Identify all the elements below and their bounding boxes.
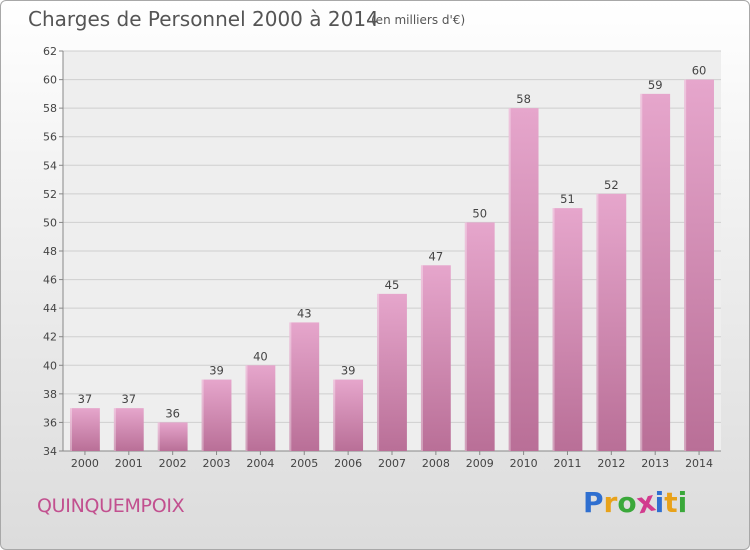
x-tick-label: 2005 [290,457,318,470]
bar [245,365,276,451]
x-tick-label: 2003 [203,457,231,470]
bar [420,265,451,451]
commune-name: QUINQUEMPOIX [37,495,185,517]
data-label: 36 [165,406,180,420]
bar [508,108,539,452]
data-label: 51 [560,192,575,206]
bar [201,379,232,451]
data-label: 59 [648,78,663,92]
bar-highlight [245,365,248,451]
bar-highlight [464,222,467,451]
y-tick-label: 36 [43,416,57,429]
bar [113,408,144,451]
bar-highlight [640,93,643,451]
bar-highlight [70,408,73,451]
data-label: 40 [253,349,268,363]
x-tick-label: 2012 [597,457,625,470]
x-tick-label: 2010 [510,457,538,470]
bar-highlight [420,265,423,451]
bar [552,208,583,451]
logo-letter: i [677,486,688,519]
logo-letter: P [583,486,604,519]
x-tick-label: 2000 [71,457,99,470]
x-tick-label: 2013 [641,457,669,470]
bar [640,93,671,451]
bar [333,379,364,451]
bar-highlight [333,379,336,451]
logo-letter: o [617,486,637,519]
chart-title: Charges de Personnel 2000 à 2014 [28,7,379,31]
x-tick-label: 2014 [685,457,713,470]
x-tick-label: 2007 [378,457,406,470]
x-tick-label: 2001 [115,457,143,470]
x-tick-label: 2011 [553,457,581,470]
bar-highlight [157,422,160,451]
y-tick-label: 34 [43,445,57,458]
y-tick-label: 38 [43,388,57,401]
proxiti-logo[interactable]: Proxiti [583,484,688,520]
chart-subtitle: (en milliers d'€) [371,13,466,27]
y-tick-label: 42 [43,331,57,344]
bar [684,79,714,452]
bar-highlight [377,293,380,451]
bar-highlight [289,322,292,451]
y-tick-label: 62 [43,45,57,58]
x-tick-label: 2002 [159,457,187,470]
bar-highlight [201,379,204,451]
bar [70,408,100,451]
x-tick-label: 2009 [466,457,494,470]
y-tick-label: 52 [43,188,57,201]
bar-highlight [684,79,687,452]
bar [289,322,320,451]
x-tick-label: 2004 [246,457,274,470]
y-tick-label: 40 [43,359,57,372]
data-label: 37 [121,392,136,406]
logo-letter: i [654,486,665,519]
bar [596,193,627,451]
y-tick-label: 50 [43,216,57,229]
data-label: 45 [385,278,400,292]
data-label: 39 [209,364,224,378]
x-tick-label: 2008 [422,457,450,470]
data-label: 47 [429,249,444,263]
y-tick-label: 58 [43,102,57,115]
bar-highlight [596,193,599,451]
bar-highlight [113,408,116,451]
bar-highlight [552,208,555,451]
logo-letter: t [664,486,678,519]
data-label: 43 [297,306,312,320]
y-tick-label: 56 [43,131,57,144]
data-label: 52 [604,178,619,192]
bar-highlight [508,108,511,452]
x-tick-label: 2006 [334,457,362,470]
y-tick-label: 48 [43,245,57,258]
bar [157,422,188,451]
data-label: 58 [516,92,531,106]
y-tick-label: 46 [43,274,57,287]
bar [464,222,495,451]
logo-letter: r [603,486,618,519]
data-label: 60 [692,64,707,78]
bar [377,293,407,451]
y-tick-label: 60 [43,74,57,87]
data-label: 37 [78,392,93,406]
y-tick-label: 44 [43,302,57,315]
y-tick-label: 54 [43,159,57,172]
data-label: 39 [341,364,356,378]
data-label: 50 [472,206,487,220]
